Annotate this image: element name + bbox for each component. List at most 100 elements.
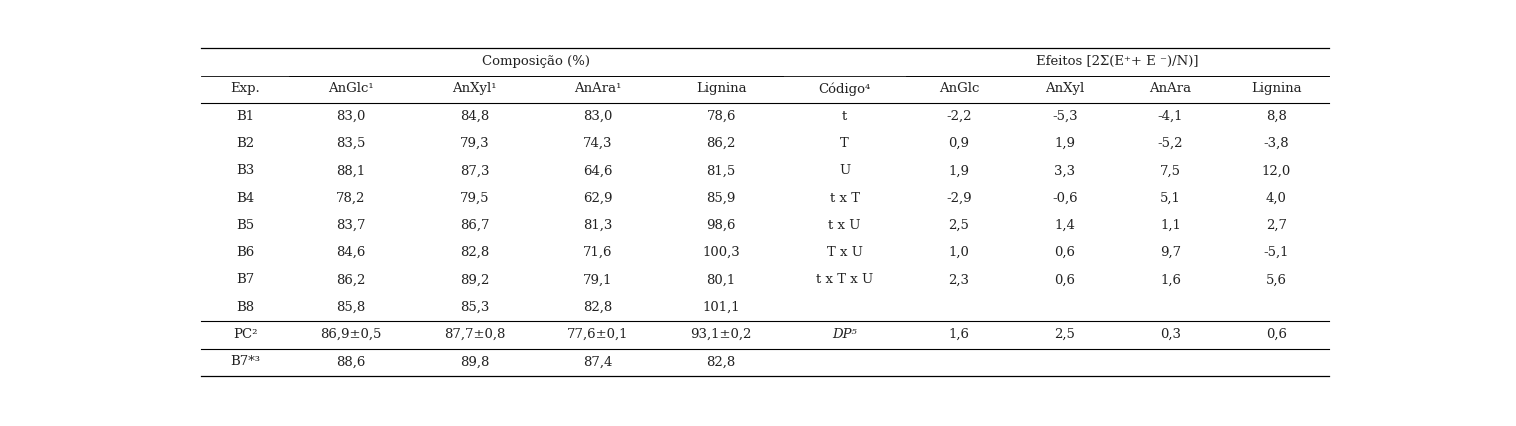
- Text: 74,3: 74,3: [584, 137, 612, 150]
- Text: 84,8: 84,8: [459, 109, 490, 122]
- Text: 79,1: 79,1: [584, 273, 612, 286]
- Text: DP⁵: DP⁵: [832, 327, 857, 340]
- Text: 78,2: 78,2: [337, 191, 365, 204]
- Text: -5,3: -5,3: [1052, 109, 1078, 122]
- Text: 86,2: 86,2: [337, 273, 365, 286]
- Text: -2,9: -2,9: [946, 191, 972, 204]
- Text: t x T: t x T: [829, 191, 860, 204]
- Text: 86,7: 86,7: [459, 219, 490, 231]
- Text: 93,1±0,2: 93,1±0,2: [690, 327, 752, 340]
- Text: Lignina: Lignina: [1251, 82, 1302, 95]
- Text: 9,7: 9,7: [1160, 246, 1181, 259]
- Text: 83,0: 83,0: [584, 109, 612, 122]
- Text: AnXyl¹: AnXyl¹: [452, 82, 497, 95]
- Text: 8,8: 8,8: [1266, 109, 1287, 122]
- Text: 83,0: 83,0: [337, 109, 365, 122]
- Text: 5,6: 5,6: [1266, 273, 1287, 286]
- Text: 62,9: 62,9: [584, 191, 612, 204]
- Text: 0,6: 0,6: [1054, 246, 1075, 259]
- Text: 82,8: 82,8: [706, 354, 735, 368]
- Text: B2: B2: [236, 137, 255, 150]
- Text: 1,9: 1,9: [949, 164, 970, 177]
- Text: 81,3: 81,3: [584, 219, 612, 231]
- Text: 87,3: 87,3: [459, 164, 490, 177]
- Text: Efeitos [2Σ(E⁺+ E ⁻)/N)]: Efeitos [2Σ(E⁺+ E ⁻)/N)]: [1037, 55, 1199, 68]
- Text: 80,1: 80,1: [706, 273, 735, 286]
- Text: U: U: [838, 164, 850, 177]
- Text: B5: B5: [236, 219, 255, 231]
- Text: 86,2: 86,2: [706, 137, 735, 150]
- Text: 3,3: 3,3: [1054, 164, 1075, 177]
- Text: 85,9: 85,9: [706, 191, 735, 204]
- Text: t: t: [841, 109, 847, 122]
- Text: 84,6: 84,6: [337, 246, 365, 259]
- Text: -3,8: -3,8: [1263, 137, 1289, 150]
- Text: 82,8: 82,8: [459, 246, 490, 259]
- Text: t x T x U: t x T x U: [816, 273, 873, 286]
- Text: 79,5: 79,5: [459, 191, 490, 204]
- Text: 71,6: 71,6: [584, 246, 612, 259]
- Text: 85,8: 85,8: [337, 300, 365, 313]
- Text: AnGlc: AnGlc: [938, 82, 979, 95]
- Text: AnXyl: AnXyl: [1045, 82, 1084, 95]
- Text: 5,1: 5,1: [1160, 191, 1181, 204]
- Text: 86,9±0,5: 86,9±0,5: [320, 327, 382, 340]
- Text: -5,2: -5,2: [1158, 137, 1184, 150]
- Text: 79,3: 79,3: [459, 137, 490, 150]
- Text: 1,4: 1,4: [1054, 219, 1075, 231]
- Text: 0,3: 0,3: [1160, 327, 1181, 340]
- Text: 101,1: 101,1: [702, 300, 740, 313]
- Text: Exp.: Exp.: [230, 82, 261, 95]
- Text: -4,1: -4,1: [1158, 109, 1184, 122]
- Text: 88,1: 88,1: [337, 164, 365, 177]
- Text: 1,6: 1,6: [949, 327, 970, 340]
- Text: 64,6: 64,6: [584, 164, 612, 177]
- Text: 7,5: 7,5: [1160, 164, 1181, 177]
- Text: 2,5: 2,5: [949, 219, 970, 231]
- Text: 83,7: 83,7: [337, 219, 365, 231]
- Text: 89,2: 89,2: [459, 273, 490, 286]
- Text: B3: B3: [236, 164, 255, 177]
- Text: 89,8: 89,8: [459, 354, 490, 368]
- Text: -0,6: -0,6: [1052, 191, 1078, 204]
- Text: B7: B7: [236, 273, 255, 286]
- Text: 2,7: 2,7: [1266, 219, 1287, 231]
- Text: B1: B1: [236, 109, 255, 122]
- Text: B6: B6: [236, 246, 255, 259]
- Text: 0,6: 0,6: [1054, 273, 1075, 286]
- Text: T: T: [840, 137, 849, 150]
- Text: 81,5: 81,5: [706, 164, 735, 177]
- Text: T x U: T x U: [826, 246, 863, 259]
- Text: 1,1: 1,1: [1160, 219, 1181, 231]
- Text: B4: B4: [236, 191, 255, 204]
- Text: 78,6: 78,6: [706, 109, 735, 122]
- Text: AnGlc¹: AnGlc¹: [329, 82, 374, 95]
- Text: 0,9: 0,9: [949, 137, 970, 150]
- Text: 82,8: 82,8: [584, 300, 612, 313]
- Text: Lignina: Lignina: [696, 82, 746, 95]
- Text: 4,0: 4,0: [1266, 191, 1287, 204]
- Text: Composição (%): Composição (%): [482, 55, 590, 68]
- Text: 98,6: 98,6: [706, 219, 735, 231]
- Text: 1,0: 1,0: [949, 246, 970, 259]
- Text: -5,1: -5,1: [1263, 246, 1289, 259]
- Text: 87,7±0,8: 87,7±0,8: [444, 327, 505, 340]
- Text: 12,0: 12,0: [1261, 164, 1292, 177]
- Text: 77,6±0,1: 77,6±0,1: [567, 327, 629, 340]
- Text: B8: B8: [236, 300, 255, 313]
- Text: Código⁴: Código⁴: [819, 82, 870, 95]
- Text: 88,6: 88,6: [337, 354, 365, 368]
- Text: -2,2: -2,2: [946, 109, 972, 122]
- Text: 2,5: 2,5: [1054, 327, 1075, 340]
- Text: PC²: PC²: [233, 327, 258, 340]
- Text: 83,5: 83,5: [337, 137, 365, 150]
- Text: AnAra¹: AnAra¹: [575, 82, 622, 95]
- Text: 100,3: 100,3: [702, 246, 740, 259]
- Text: B7*³: B7*³: [230, 354, 261, 368]
- Text: 1,9: 1,9: [1054, 137, 1075, 150]
- Text: AnAra: AnAra: [1149, 82, 1192, 95]
- Text: 87,4: 87,4: [584, 354, 612, 368]
- Text: 0,6: 0,6: [1266, 327, 1287, 340]
- Text: 85,3: 85,3: [459, 300, 490, 313]
- Text: 2,3: 2,3: [949, 273, 970, 286]
